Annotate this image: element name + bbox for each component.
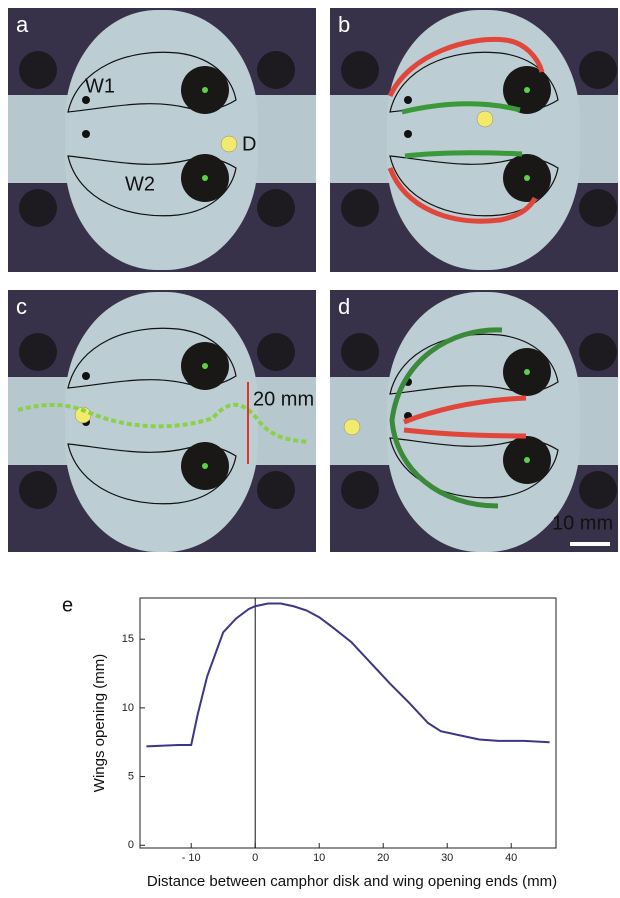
marker: [524, 87, 530, 93]
hole: [19, 333, 57, 371]
red-trace: [403, 395, 527, 425]
wing-label: W2: [125, 173, 155, 195]
panel-label: b: [338, 12, 350, 37]
red-trace: [387, 167, 538, 224]
y-tick-label: 5: [128, 770, 134, 782]
dot: [82, 96, 90, 104]
marker: [524, 175, 530, 181]
pool: [65, 292, 258, 552]
marker: [524, 457, 530, 463]
hole: [341, 471, 379, 509]
hole: [257, 189, 295, 227]
scale-label: 20 mm: [253, 388, 314, 410]
wing: [67, 327, 237, 389]
x-tick-label: 30: [441, 852, 453, 864]
wing: [67, 51, 237, 113]
panel-content: [330, 8, 618, 272]
panel-label: d: [338, 294, 350, 319]
y-tick-label: 0: [128, 839, 134, 851]
hole: [257, 333, 295, 371]
hole: [579, 189, 617, 227]
x-tick-label: 10: [313, 852, 325, 864]
photo-panels: a W1 W2 Db c 20 mm d 10 mm: [8, 8, 618, 552]
wing: [67, 443, 237, 505]
hole: [341, 333, 379, 371]
hole: [19, 51, 57, 89]
hole: [257, 51, 295, 89]
marker: [202, 363, 208, 369]
x-tick-label: 20: [377, 852, 389, 864]
y-axis-label: Wings opening (mm): [91, 654, 108, 792]
photo-panel: a W1 W2 D: [8, 8, 316, 272]
dot: [82, 130, 90, 138]
red-trace: [387, 36, 545, 98]
camphor-marker: [220, 135, 238, 153]
pool: [387, 10, 580, 270]
green-trace: [404, 150, 523, 159]
red-trace: [403, 427, 527, 439]
dot: [82, 372, 90, 380]
line-chart: e - 10 0 10 20 30 40 0 5 10 15 Distance between cam…: [62, 594, 557, 890]
marker: [202, 87, 208, 93]
panel-content: [8, 290, 316, 552]
data-line: [146, 602, 550, 748]
marker: [202, 175, 208, 181]
wing: [389, 155, 559, 217]
x-tick-label: 40: [505, 852, 517, 864]
scale-bar: [570, 542, 610, 546]
hole: [257, 471, 295, 509]
panel-label: c: [16, 294, 27, 319]
photo-panel: d 10 mm: [330, 290, 618, 552]
scale-label: 10 mm: [552, 512, 613, 534]
hole: [579, 471, 617, 509]
green-path: [17, 402, 309, 444]
marker: [524, 369, 530, 375]
camphor-marker: [476, 110, 494, 128]
hole: [19, 189, 57, 227]
wing: [389, 333, 559, 395]
hole: [341, 51, 379, 89]
photo-panel: b: [330, 8, 618, 272]
hole: [579, 51, 617, 89]
hole: [19, 471, 57, 509]
photo-panel: c 20 mm: [8, 290, 316, 552]
green-trace: [389, 327, 503, 509]
hole: [579, 333, 617, 371]
disk-label: D: [242, 133, 256, 155]
wing-label: W1: [85, 75, 115, 97]
panel-label: a: [16, 12, 29, 37]
y-tick-label: 15: [122, 633, 134, 645]
plot-frame: [139, 597, 557, 849]
marker: [202, 463, 208, 469]
green-trace: [401, 101, 521, 115]
camphor-marker: [343, 418, 361, 436]
hole: [341, 189, 379, 227]
dot: [404, 96, 412, 104]
panel-content: [8, 8, 316, 272]
y-tick-label: 10: [122, 702, 134, 714]
x-tick-label: 0: [252, 852, 258, 864]
x-tick-label: - 10: [182, 852, 201, 864]
panel-label: e: [62, 594, 73, 616]
x-axis-label: Distance between camphor disk and wing o…: [147, 873, 557, 890]
wing: [67, 155, 237, 217]
panel-content: [330, 290, 618, 552]
dot: [404, 130, 412, 138]
